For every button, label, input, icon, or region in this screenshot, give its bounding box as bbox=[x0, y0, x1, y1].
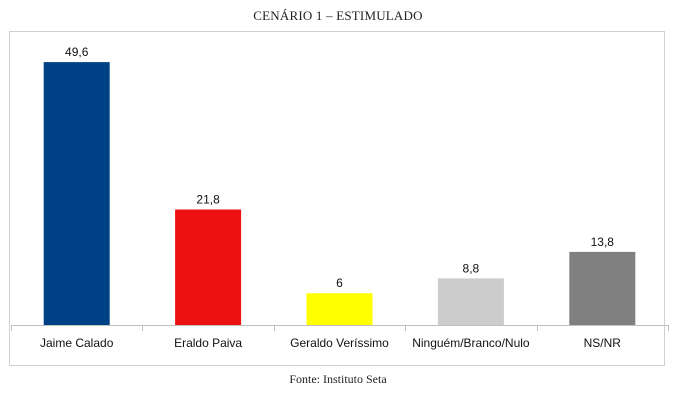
labels-layer: 49,6 Jaime Calado 21,8 Eraldo Paiva 6 Geraldo… bbox=[40, 45, 621, 350]
value-label-0: 49,6 bbox=[65, 45, 89, 59]
bar-2 bbox=[306, 293, 373, 325]
bars-layer bbox=[43, 62, 636, 325]
axis-layer bbox=[11, 325, 669, 331]
bar-1 bbox=[175, 209, 242, 325]
value-label-3: 8,8 bbox=[463, 261, 480, 275]
category-label-0: Jaime Calado bbox=[40, 336, 114, 350]
category-label-4: NS/NR bbox=[584, 336, 622, 350]
value-label-4: 13,8 bbox=[591, 235, 615, 249]
value-label-1: 21,8 bbox=[196, 193, 220, 207]
category-label-2: Geraldo Veríssimo bbox=[290, 336, 389, 350]
chart-title: CENÁRIO 1 – ESTIMULADO bbox=[253, 8, 423, 23]
chart-frame bbox=[9, 31, 665, 366]
bar-0 bbox=[43, 62, 110, 325]
source-note: Fonte: Instituto Seta bbox=[289, 372, 387, 386]
category-label-3: Ninguém/Branco/Nulo bbox=[412, 336, 530, 350]
bar-4 bbox=[569, 251, 636, 325]
bar-3 bbox=[437, 278, 504, 325]
category-label-1: Eraldo Paiva bbox=[174, 336, 242, 350]
value-label-2: 6 bbox=[336, 276, 343, 290]
